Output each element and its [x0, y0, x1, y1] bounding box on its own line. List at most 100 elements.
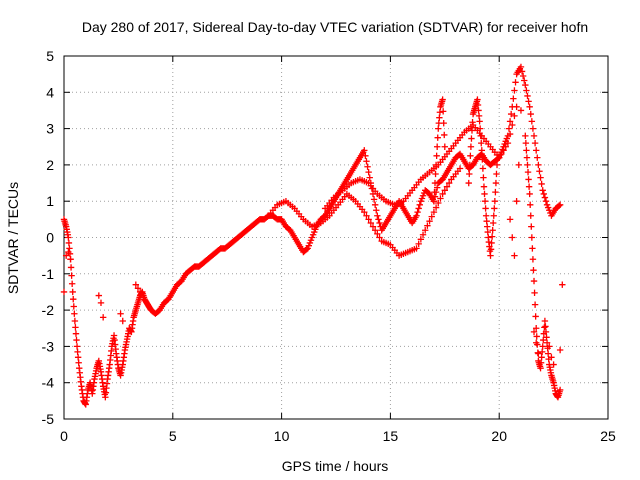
data-point — [364, 163, 371, 170]
data-point — [97, 299, 105, 307]
data-point — [417, 236, 425, 243]
data-point — [530, 132, 538, 140]
data-point — [489, 227, 496, 234]
data-point — [419, 231, 427, 238]
data-point — [515, 161, 522, 169]
data-point — [117, 310, 124, 317]
y-tick-label: -1 — [42, 266, 55, 282]
data-point — [436, 109, 444, 116]
y-tick-label: -3 — [42, 338, 55, 354]
data-point — [439, 108, 447, 115]
data-point — [99, 314, 107, 321]
data-point — [528, 234, 536, 241]
data-point — [542, 323, 549, 330]
data-point — [523, 87, 530, 94]
data-point — [535, 161, 542, 169]
data-point — [475, 107, 482, 114]
data-points — [60, 63, 566, 408]
data-point — [484, 223, 491, 230]
data-point — [65, 248, 72, 256]
data-point — [466, 170, 473, 178]
data-point — [537, 359, 545, 366]
data-point — [366, 174, 373, 181]
data-point — [72, 330, 80, 337]
data-point — [445, 179, 453, 187]
data-point — [479, 165, 487, 172]
data-point — [500, 147, 507, 154]
data-point — [524, 161, 531, 169]
data-point — [365, 168, 372, 176]
data-point — [468, 127, 476, 134]
data-point — [67, 256, 74, 263]
y-tick-label: 1 — [46, 193, 54, 209]
data-point — [531, 289, 538, 297]
data-point — [541, 317, 549, 325]
data-point — [68, 280, 76, 287]
y-tick-label: 3 — [46, 121, 54, 137]
data-point — [441, 187, 448, 194]
data-point — [511, 252, 518, 259]
data-point — [303, 246, 310, 253]
y-axis-label: SDTVAR / TECUs — [5, 182, 21, 294]
data-point — [433, 152, 440, 160]
data-point — [509, 121, 516, 129]
data-point — [534, 154, 541, 161]
data-point — [532, 339, 540, 346]
data-point — [456, 165, 464, 172]
data-point — [535, 350, 542, 357]
data-point — [556, 386, 564, 394]
data-point — [530, 277, 538, 285]
data-point — [474, 96, 481, 103]
data-point — [361, 147, 368, 154]
data-point — [432, 204, 440, 211]
data-point — [362, 152, 369, 160]
data-point — [543, 339, 551, 346]
data-point — [361, 208, 368, 216]
data-point — [528, 118, 536, 125]
data-point — [476, 118, 483, 125]
data-point — [526, 103, 533, 111]
data-point — [559, 281, 566, 288]
data-point — [95, 292, 103, 299]
data-point — [506, 216, 514, 223]
data-point — [365, 216, 372, 223]
y-tick-label: 2 — [46, 157, 54, 173]
data-point — [440, 119, 447, 127]
data-point — [430, 208, 438, 216]
data-point — [65, 239, 73, 247]
data-point — [62, 252, 70, 259]
grid-lines — [64, 56, 608, 419]
data-point — [415, 240, 422, 248]
data-point — [69, 288, 76, 296]
x-axis-label: GPS time / hours — [282, 458, 389, 474]
data-point — [363, 212, 370, 219]
data-point — [443, 183, 451, 190]
chart-title: Day 280 of 2017, Sidereal Day-to-day VTE… — [82, 19, 588, 35]
y-tick-label: 5 — [46, 48, 54, 64]
y-tick-label: 4 — [46, 84, 54, 100]
data-point — [527, 110, 534, 118]
data-point — [67, 264, 75, 271]
data-point — [466, 161, 474, 169]
data-point — [529, 245, 536, 252]
x-tick-label: 5 — [169, 428, 177, 444]
data-point — [367, 219, 375, 227]
data-point — [73, 336, 80, 344]
data-point — [505, 125, 513, 132]
data-point — [476, 125, 484, 132]
data-point — [435, 199, 442, 207]
data-point — [482, 205, 489, 212]
data-point — [523, 154, 531, 161]
data-point — [530, 328, 538, 336]
data-point — [536, 168, 543, 175]
data-point — [528, 223, 535, 230]
data-point — [506, 118, 514, 125]
data-point — [60, 288, 68, 296]
data-point — [492, 188, 499, 196]
data-point — [506, 130, 514, 138]
data-point — [439, 96, 446, 103]
x-tick-label: 20 — [491, 428, 507, 444]
data-point — [437, 195, 444, 202]
data-point — [467, 143, 475, 150]
